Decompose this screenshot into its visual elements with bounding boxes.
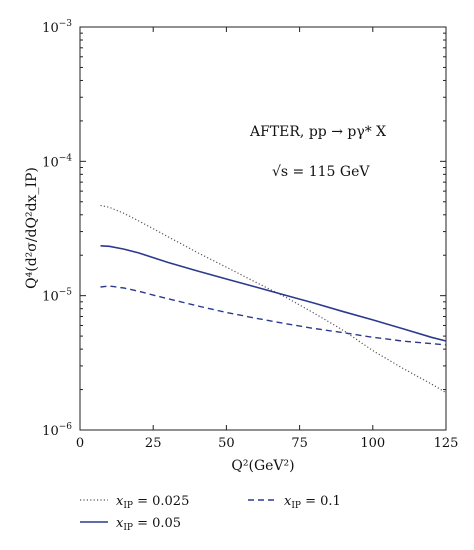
- legend-label-series-3: xIP = 0.1: [284, 494, 341, 511]
- x-tick-label-4: 100: [360, 436, 385, 451]
- x-axis-title: Q²(GeV²): [231, 458, 294, 474]
- series-line-3: [100, 285, 447, 346]
- annotation-energy: √s = 115 GeV: [272, 164, 370, 180]
- x-tick-label-5: 125: [434, 436, 459, 451]
- y-tick-label-2: 10−5: [42, 288, 72, 305]
- legend-label-series-1: xIP = 0.025: [116, 494, 189, 511]
- y-tick-label-1: 10−4: [42, 153, 72, 170]
- y-axis-title: Q⁴(d²σ/dQ²dx_IP): [24, 167, 40, 289]
- legend: xIP = 0.025 xIP = 0.1 xIP = 0.05: [80, 494, 341, 533]
- y-tick-label-0: 10−3: [42, 19, 72, 36]
- x-tick-label-2: 50: [218, 436, 235, 451]
- x-tick-label-1: 25: [145, 436, 162, 451]
- x-tick-label-0: 0: [76, 436, 84, 451]
- legend-label-series-2: xIP = 0.05: [116, 516, 181, 533]
- y-tick-label-3: 10−6: [42, 422, 72, 439]
- plot-frame: [79, 26, 447, 431]
- annotation-experiment: AFTER, pp → pγ* X: [249, 124, 386, 140]
- series-line-2: [100, 245, 447, 342]
- series-line-1: [100, 204, 447, 394]
- axis-ticks: 0 25 50 75 100 125 10−3 10−4 10−5 10−6: [42, 19, 458, 451]
- x-tick-label-3: 75: [291, 436, 308, 451]
- series-layer: [100, 204, 447, 394]
